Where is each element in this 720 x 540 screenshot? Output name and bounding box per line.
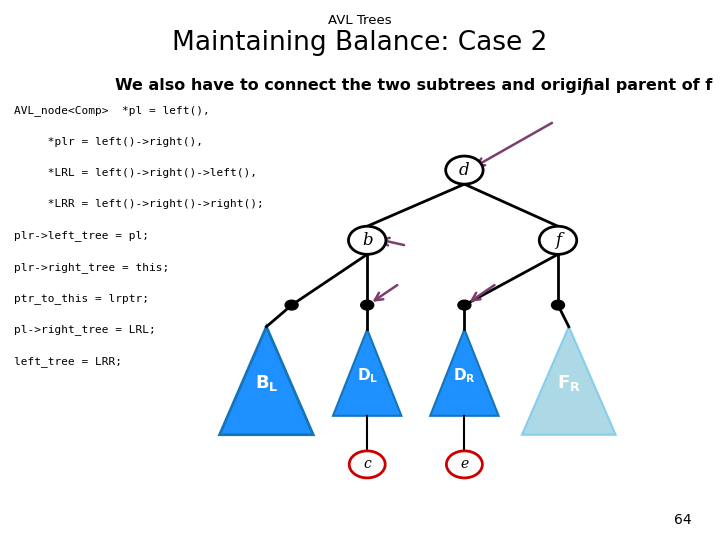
Text: *plr = left()->right(),: *plr = left()->right(), xyxy=(14,137,204,147)
Text: ptr_to_this = lrptr;: ptr_to_this = lrptr; xyxy=(14,293,150,304)
Text: AVL_node<Comp>  *pl = left(),: AVL_node<Comp> *pl = left(), xyxy=(14,105,210,116)
Text: left_tree = LRR;: left_tree = LRR; xyxy=(14,356,122,367)
Text: f: f xyxy=(555,232,561,249)
Text: pl->right_tree = LRL;: pl->right_tree = LRL; xyxy=(14,325,156,335)
Circle shape xyxy=(361,300,374,310)
Text: We also have to connect the two subtrees and original parent of f: We also have to connect the two subtrees… xyxy=(115,78,713,93)
Text: *LRR = left()->right()->right();: *LRR = left()->right()->right(); xyxy=(14,199,264,210)
Text: $\mathbf{B_L}$: $\mathbf{B_L}$ xyxy=(255,373,278,394)
Text: c: c xyxy=(364,457,371,471)
Text: d: d xyxy=(459,161,469,179)
Text: plr->right_tree = this;: plr->right_tree = this; xyxy=(14,262,170,273)
Polygon shape xyxy=(431,329,498,416)
Circle shape xyxy=(285,300,298,310)
Text: $\mathbf{D_L}$: $\mathbf{D_L}$ xyxy=(356,366,378,384)
Polygon shape xyxy=(333,329,402,416)
Circle shape xyxy=(458,300,471,310)
Circle shape xyxy=(446,451,482,478)
Circle shape xyxy=(539,226,577,254)
Text: $\mathbf{F_R}$: $\mathbf{F_R}$ xyxy=(557,373,581,394)
Circle shape xyxy=(552,300,564,310)
Polygon shape xyxy=(220,327,313,435)
Text: e: e xyxy=(460,457,469,471)
Text: Maintaining Balance: Case 2: Maintaining Balance: Case 2 xyxy=(172,30,548,56)
Text: plr->left_tree = pl;: plr->left_tree = pl; xyxy=(14,231,150,241)
Text: AVL Trees: AVL Trees xyxy=(328,14,392,26)
Circle shape xyxy=(348,226,386,254)
Text: 64: 64 xyxy=(674,512,691,526)
Text: f: f xyxy=(582,78,589,95)
Text: *LRL = left()->right()->left(),: *LRL = left()->right()->left(), xyxy=(14,168,258,178)
Text: b: b xyxy=(362,232,372,249)
Text: $\mathbf{D_R}$: $\mathbf{D_R}$ xyxy=(453,366,476,384)
Circle shape xyxy=(349,451,385,478)
Circle shape xyxy=(446,156,483,184)
Polygon shape xyxy=(522,327,616,435)
